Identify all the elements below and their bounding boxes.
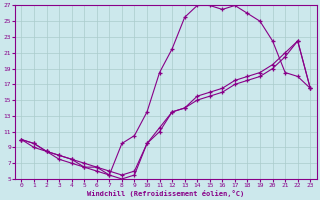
X-axis label: Windchill (Refroidissement éolien,°C): Windchill (Refroidissement éolien,°C) bbox=[87, 190, 244, 197]
